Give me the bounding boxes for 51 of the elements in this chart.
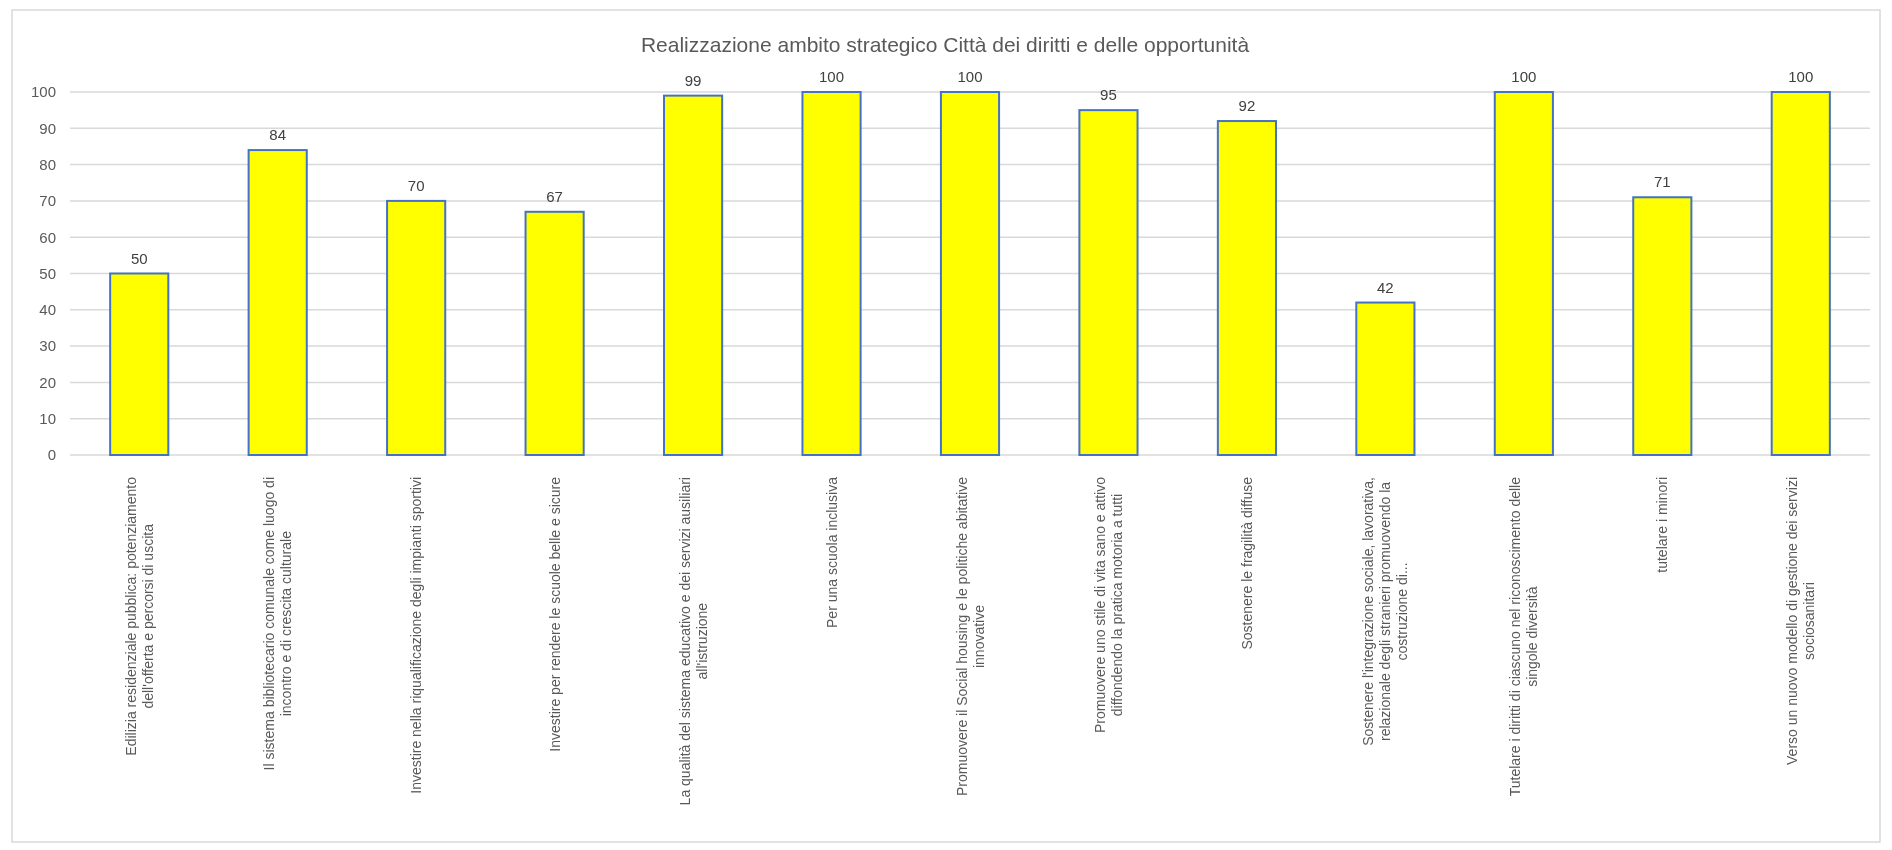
y-tick-label: 90 xyxy=(39,119,56,137)
bar xyxy=(801,91,862,456)
x-tick-label: Edilizia residenziale pubblica: potenziamento dell'offerta e percorsi di uscita xyxy=(122,476,156,756)
y-tick-label: 40 xyxy=(39,301,56,319)
x-tick-label: Tutelare i diritti di ciascuno nel riconoscimento delle singole diversità xyxy=(1507,476,1541,797)
y-tick-label: 10 xyxy=(39,410,56,427)
chart-title: Realizzazione ambito strategico Città dei diritti e delle opportunità xyxy=(640,33,1250,56)
x-tick-label: Promuovere uno stile di vita sano e attivo diffondendo la pratica motoria a tutti xyxy=(1091,476,1125,734)
x-tick-label: Sostenere l'integrazione sociale, lavorativa, relazionale degli stranieri promuovendo la costruzione di... xyxy=(1360,477,1411,746)
x-tick-label: Investire nella riqualificazione degli impianti sportivi xyxy=(408,477,425,794)
bar xyxy=(1355,301,1416,456)
y-tick-label: 80 xyxy=(39,155,56,173)
x-tick-label: Per una scuola inclusiva xyxy=(823,476,840,628)
x-tick-label: La qualità del sistema educativo e dei servizi ausiliari all'istruzione xyxy=(676,477,710,806)
data-label: 100 xyxy=(819,68,845,85)
x-tick-label: Sostenere le fragilità diffuse xyxy=(1238,476,1255,650)
bar xyxy=(247,149,308,456)
x-tick-label: Il sistema bibliotecario comunale come luogo di incontro e di crescita culturale xyxy=(261,477,295,771)
data-label: 84 xyxy=(269,126,287,144)
y-tick-label: 0 xyxy=(47,446,56,464)
bar xyxy=(663,94,724,456)
y-tick-label: 20 xyxy=(39,373,56,391)
y-tick-label: 60 xyxy=(39,228,56,246)
bar xyxy=(109,272,170,456)
data-label: 50 xyxy=(130,249,148,267)
y-tick-label: 50 xyxy=(39,264,56,282)
bar xyxy=(1632,196,1693,456)
data-label: 67 xyxy=(546,187,563,205)
bar xyxy=(1770,91,1831,456)
data-label: 99 xyxy=(684,71,702,89)
x-tick-label: Promuovere il Social housing e le politiche abitative innovative xyxy=(953,476,987,797)
x-tick-label: Verso un nuovo modello di gestione dei servizi sociosanitari xyxy=(1784,477,1818,765)
bar xyxy=(939,91,1001,456)
data-label: 42 xyxy=(1377,278,1394,296)
data-label: 100 xyxy=(1788,68,1814,85)
data-label: 71 xyxy=(1653,173,1671,191)
x-tick-label: tutelare i minori xyxy=(1654,477,1671,573)
x-tick-label: Investire per rendere le scuole belle e sicure xyxy=(546,476,563,752)
data-label: 70 xyxy=(407,176,425,194)
data-label: 95 xyxy=(1100,86,1117,104)
data-label: 92 xyxy=(1238,97,1256,115)
bar xyxy=(524,210,585,456)
y-tick-label: 70 xyxy=(39,192,56,210)
y-tick-label: 100 xyxy=(30,83,56,101)
data-label: 100 xyxy=(1511,68,1537,85)
bar xyxy=(1493,91,1554,456)
bar xyxy=(1216,120,1277,456)
y-tick-label: 30 xyxy=(39,337,56,355)
bar xyxy=(386,199,447,456)
data-label: 100 xyxy=(957,68,983,85)
bar xyxy=(1078,109,1139,456)
